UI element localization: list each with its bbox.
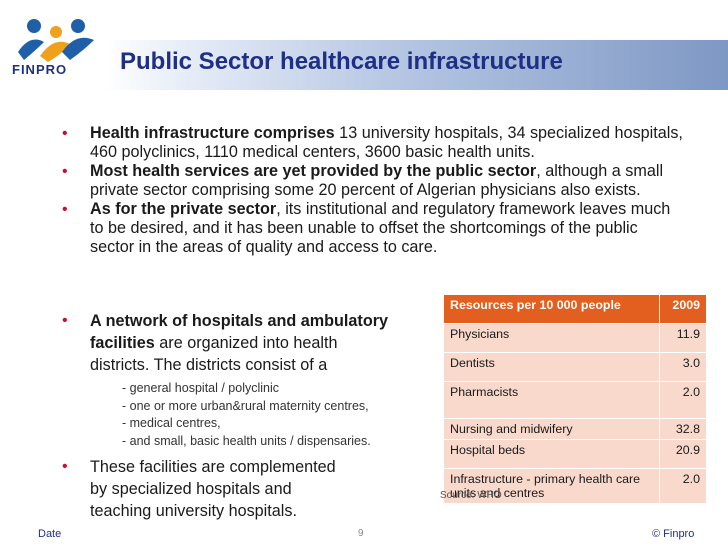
table-header-row: Resources per 10 000 people 2009 [443, 294, 707, 324]
bullet-bold: Most health services are yet provided by… [90, 162, 537, 180]
bullet-icon: • [62, 312, 68, 329]
row-value: 2.0 [659, 381, 707, 419]
title-bar [104, 40, 728, 90]
bullet-text: are organized into health [154, 334, 338, 352]
bullet-list: • Health infrastructure comprises 13 uni… [56, 124, 684, 257]
subitem: - medical centres, [122, 416, 221, 430]
bullet-icon: • [62, 163, 68, 180]
subitem: - general hospital / polyclinic [122, 381, 280, 395]
row-value: 32.8 [659, 418, 707, 440]
network-line: districts. The districts consist of a [90, 356, 328, 374]
row-value: 2.0 [659, 468, 707, 504]
bullet-item: • As for the private sector, its institu… [56, 200, 684, 257]
table-row: Physicians 11.9 [443, 323, 707, 353]
district-subitems: - general hospital / polyclinic - one or… [122, 380, 371, 450]
bullet-text: These facilities are complemented [90, 458, 336, 476]
table-row: Hospital beds 20.9 [443, 439, 707, 469]
bullet-item: • A network of hospitals and ambulatory … [56, 310, 416, 354]
row-label: Dentists [443, 352, 660, 382]
bullet-text: , its institutional and regulatory frame… [90, 200, 671, 256]
footer-copyright: © Finpro [652, 528, 695, 540]
finpro-logo: FINPRO [10, 8, 106, 88]
table-row: Nursing and midwifery 32.8 [443, 418, 707, 440]
complement-line: by specialized hospitals and [90, 480, 292, 498]
row-label: Nursing and midwifery [443, 418, 660, 440]
bullet-item: • Health infrastructure comprises 13 uni… [56, 124, 684, 162]
bullet-bold: A network of hospitals and ambulatory fa… [90, 312, 389, 352]
footer-date: Date [38, 528, 62, 540]
bullet-icon: • [62, 125, 68, 142]
bullet-icon: • [62, 201, 68, 218]
row-label: Pharmacists [443, 381, 660, 419]
table-header-label: Resources per 10 000 people [443, 294, 660, 324]
subitem: - and small, basic health units / dispen… [122, 433, 371, 448]
complement-bullet: • These facilities are complemented by s… [56, 456, 416, 522]
row-label: Infrastructure - primary health care uni… [443, 468, 660, 504]
complement-line: teaching university hospitals. [90, 502, 297, 520]
bullet-item: • These facilities are complemented [56, 456, 416, 478]
row-value: 11.9 [659, 323, 707, 353]
bullet-bold: Health infrastructure comprises [90, 124, 335, 142]
subitem: - one or more urban&rural maternity cent… [122, 398, 369, 413]
bullet-text: , although a small private sector compri… [90, 162, 664, 199]
table-row: Pharmacists 2.0 [443, 381, 707, 419]
row-label: Physicians [443, 323, 660, 353]
bullet-item: • Most health services are yet provided … [56, 162, 684, 200]
bullet-icon: • [62, 458, 68, 475]
bullet-bold: As for the private sector [90, 200, 277, 218]
network-bullet: • A network of hospitals and ambulatory … [56, 310, 416, 376]
row-label: Hospital beds [443, 439, 660, 469]
table-row: Dentists 3.0 [443, 352, 707, 382]
row-value: 3.0 [659, 352, 707, 382]
resources-table: Resources per 10 000 people 2009 Physici… [443, 294, 707, 504]
bullet-text: 13 university hospitals, 34 specialized … [90, 124, 683, 161]
logo-text: FINPRO [12, 62, 68, 77]
row-value: 20.9 [659, 439, 707, 469]
page-number: 9 [358, 528, 364, 539]
table-source: Source: WHO [440, 490, 502, 501]
page-title: Public Sector healthcare infrastructure [120, 48, 563, 75]
table-row: Infrastructure - primary health care uni… [443, 468, 707, 504]
table-header-year: 2009 [659, 294, 707, 324]
